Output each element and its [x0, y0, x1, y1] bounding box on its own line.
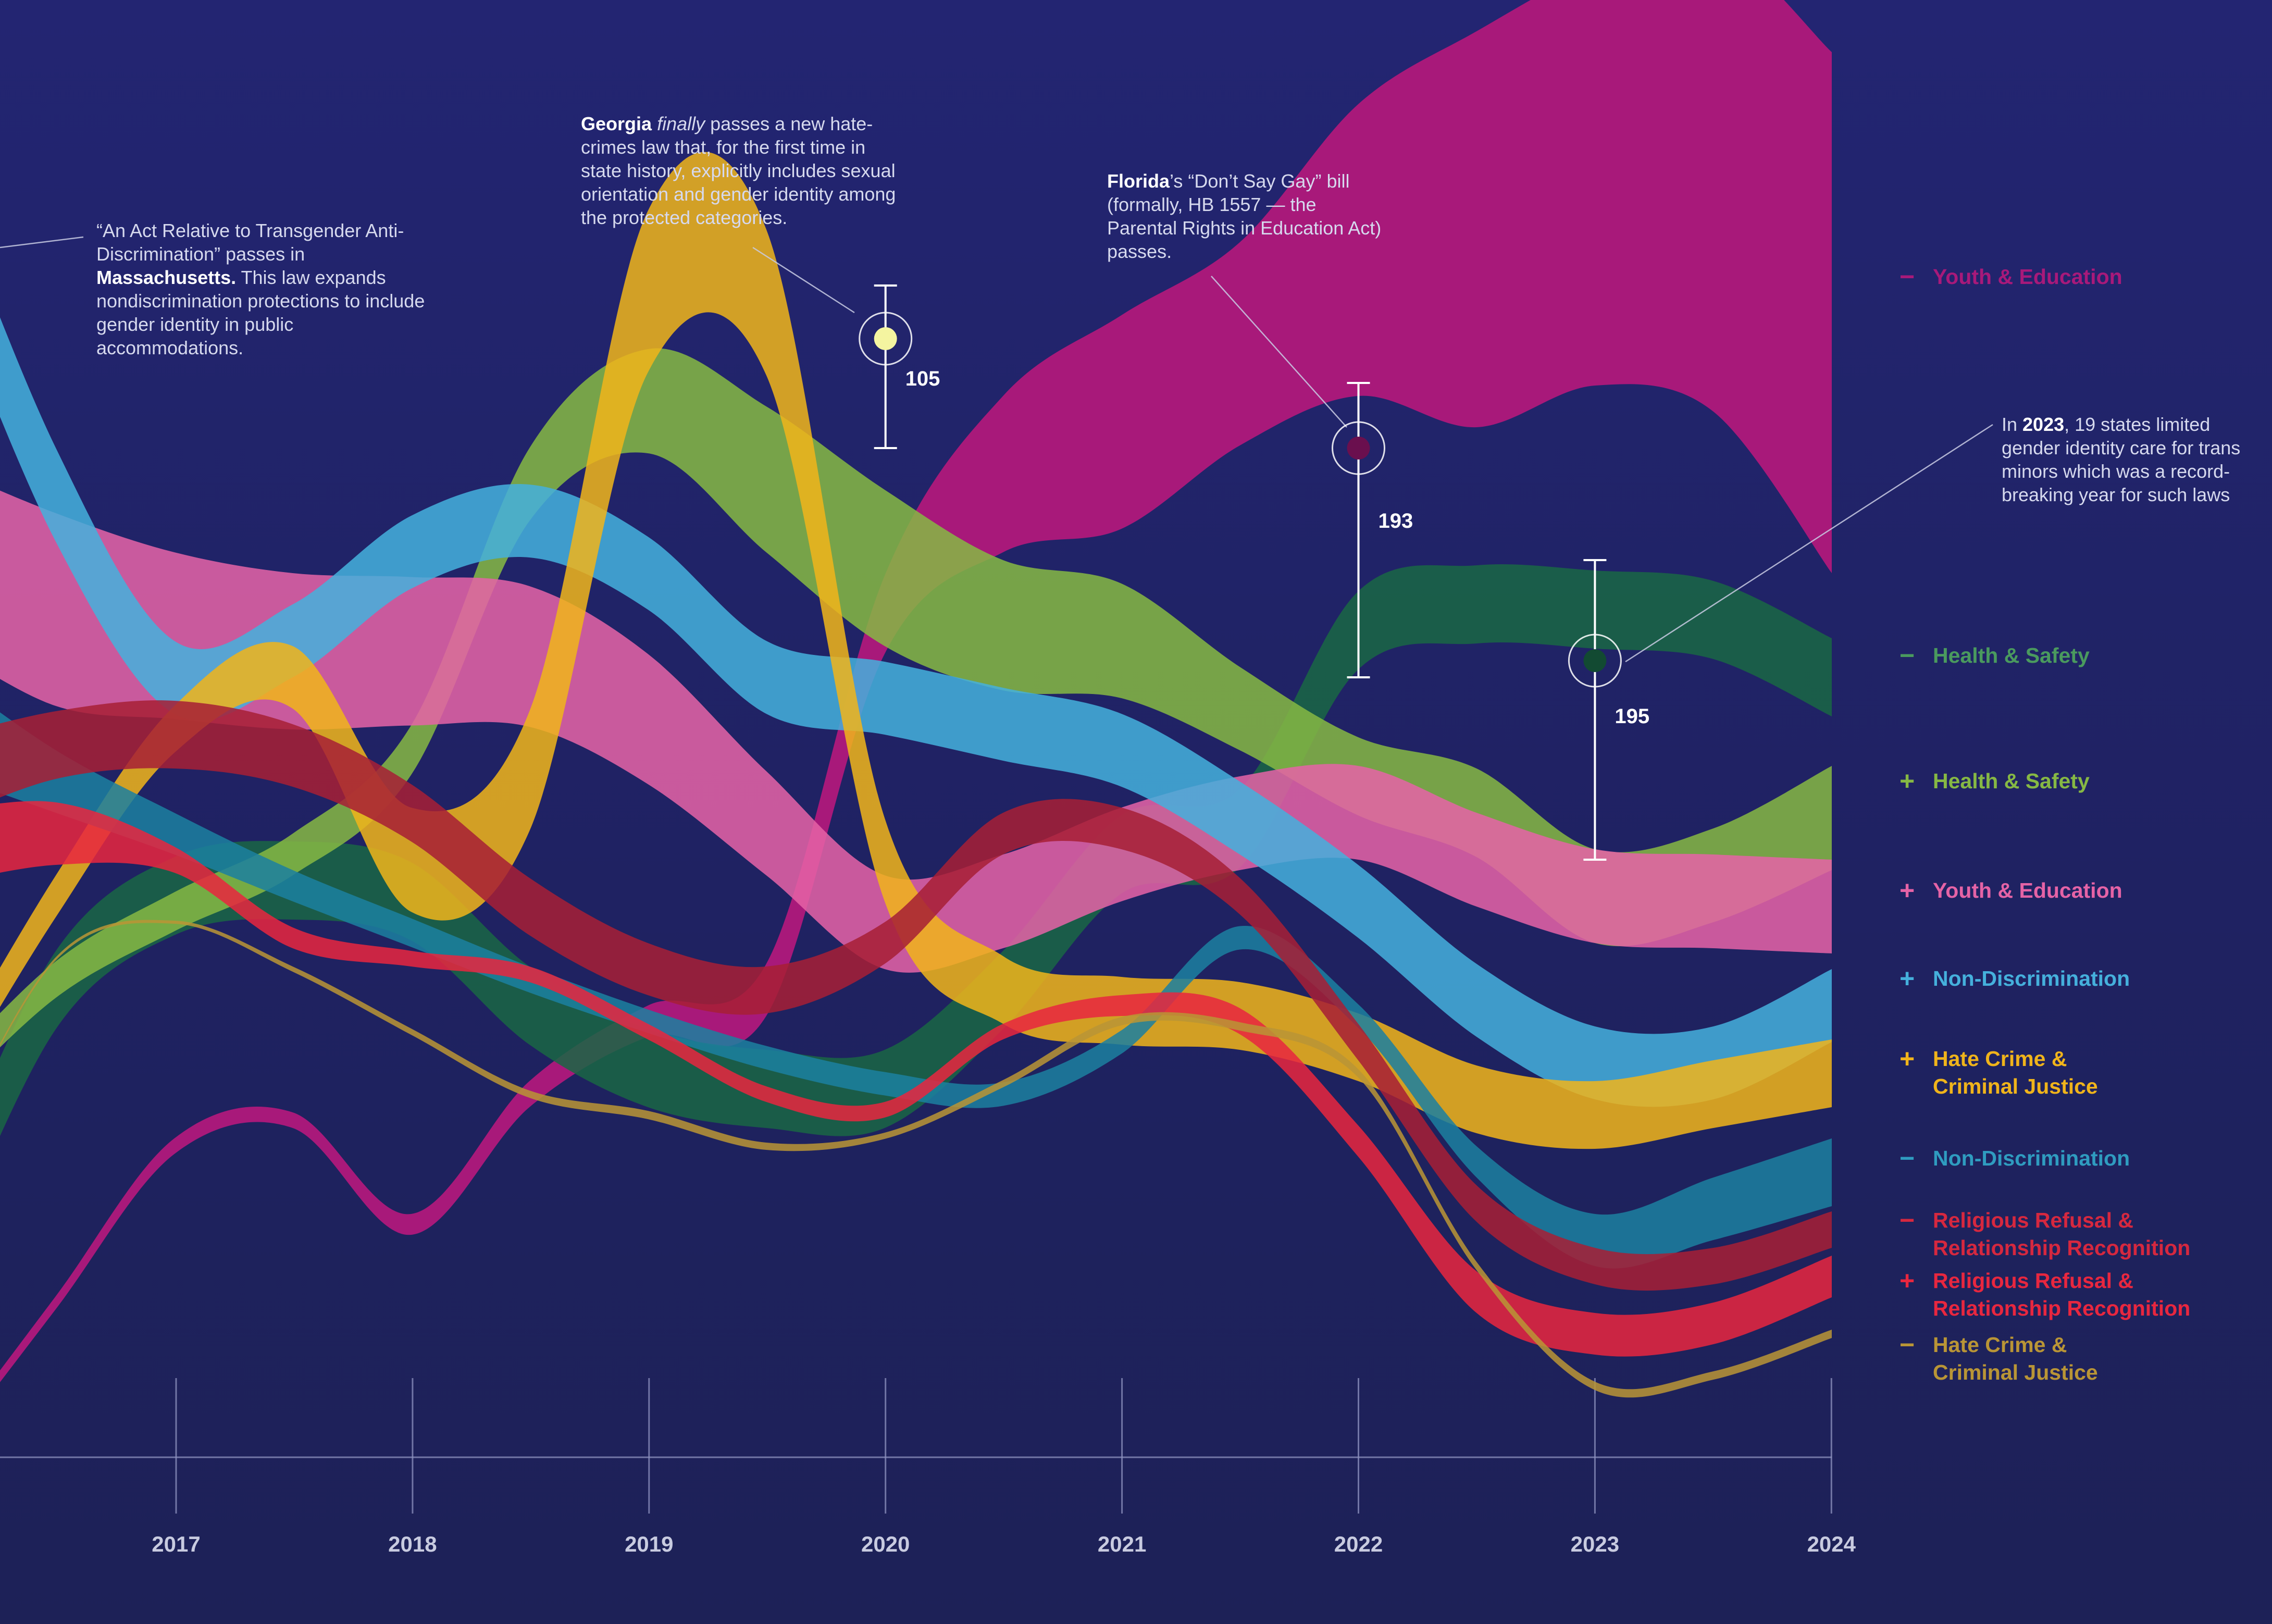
x-tick-label: 2022	[1334, 1532, 1383, 1556]
legend-item: + Hate Crime & Criminal Justice	[1899, 1045, 2098, 1100]
legend-sign: −	[1899, 641, 1915, 670]
series-ribbon-plus-religious-refusal-relationship-recognition	[0, 801, 1832, 1357]
legend-item: − Hate Crime & Criminal Justice	[1899, 1331, 2098, 1386]
legend-sign: +	[1899, 876, 1915, 905]
legend-label: Hate Crime & Criminal Justice	[1933, 1333, 2098, 1384]
legend-sign: −	[1899, 262, 1915, 291]
peak-marker	[1568, 559, 1622, 861]
legend-label: Religious Refusal & Relationship Recogni…	[1933, 1208, 2191, 1260]
series-ribbon-plus-hate-crime-criminal-justice	[0, 152, 1832, 1149]
legend-sign: −	[1899, 1330, 1915, 1359]
legend-label: Youth & Education	[1933, 878, 2122, 902]
legend-sign: +	[1899, 1266, 1915, 1295]
legend-item: − Youth & Education	[1899, 263, 2122, 291]
x-tick-label: 2018	[388, 1532, 437, 1556]
annotation-leader	[1625, 424, 1993, 663]
legend-sign: +	[1899, 1044, 1915, 1073]
x-tick-label: 2021	[1097, 1532, 1147, 1556]
legend-item: + Health & Safety	[1899, 767, 2090, 795]
legend-item: − Non-Discrimination	[1899, 1145, 2130, 1172]
annotation-tr: In 2023, 19 states limited gender identi…	[2002, 414, 2241, 505]
gridlines	[0, 1378, 1832, 1514]
peak-markers	[859, 284, 1622, 861]
annotation-leader	[1211, 276, 1347, 428]
legend-label: Health & Safety	[1933, 643, 2090, 667]
peak-marker	[1332, 382, 1385, 678]
legend-sign: −	[1899, 1206, 1915, 1235]
x-tick-label: 2020	[861, 1532, 910, 1556]
legend-sign: +	[1899, 964, 1915, 993]
ribbons	[0, 0, 1832, 1398]
annotation-leaders	[0, 236, 1993, 663]
legend-label: Hate Crime & Criminal Justice	[1933, 1047, 2098, 1098]
legend-label: Non-Discrimination	[1933, 966, 2130, 990]
annotation-ga: Georgia finally passes a new hate-crimes…	[581, 113, 896, 228]
legend-item: − Religious Refusal & Relationship Recogn…	[1899, 1207, 2190, 1262]
legend-sign: −	[1899, 1144, 1915, 1173]
series-ribbon-plus-youth-education	[0, 490, 1832, 973]
annotation-leader	[752, 246, 855, 314]
series-ribbon-plus-non-discrimination	[0, 317, 1832, 1107]
legend-label: Non-Discrimination	[1933, 1146, 2130, 1170]
x-tick-label: 2017	[152, 1532, 201, 1556]
peak-marker	[859, 284, 913, 449]
series-ribbon-minus-non-discrimination	[0, 712, 1832, 1269]
legend-label: Health & Safety	[1933, 769, 2090, 793]
x-tick-label: 2023	[1570, 1532, 1620, 1556]
legend-label: Religious Refusal & Relationship Recogni…	[1933, 1269, 2191, 1320]
peak-value-label: 195	[1615, 705, 1650, 728]
annotation-ma: “An Act Relative to Transgender Anti-Dis…	[96, 220, 425, 358]
legend-item: + Youth & Education	[1899, 877, 2122, 904]
series-ribbon-minus-health-safety	[0, 564, 1832, 1136]
annotation-leader	[0, 236, 84, 249]
series-ribbon-minus-youth-education	[0, 0, 1832, 1382]
peak-value-label: 193	[1378, 510, 1413, 532]
annotation-fl: Florida’s “Don’t Say Gay” bill (formally…	[1107, 170, 1382, 262]
series-ribbon-minus-religious-refusal-relationship-recognition	[0, 700, 1832, 1291]
peak-value-label: 105	[905, 367, 940, 390]
legend-item: + Religious Refusal & Relationship Recogn…	[1899, 1267, 2190, 1322]
x-tick-label: 2024	[1807, 1532, 1856, 1556]
legend-item: − Health & Safety	[1899, 642, 2090, 670]
legend-item: + Non-Discrimination	[1899, 965, 2130, 993]
legend-sign: +	[1899, 766, 1915, 796]
x-tick-label: 2019	[625, 1532, 674, 1556]
legend-label: Youth & Education	[1933, 265, 2122, 289]
